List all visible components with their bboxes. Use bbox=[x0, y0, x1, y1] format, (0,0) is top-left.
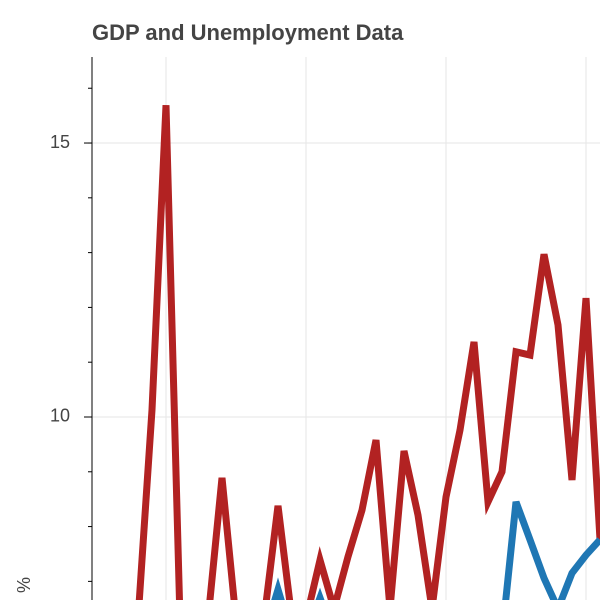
chart-title: GDP and Unemployment Data bbox=[92, 20, 404, 45]
y-ticks: 10 15 bbox=[50, 87, 92, 582]
series-line bbox=[135, 105, 600, 600]
plot-area bbox=[135, 105, 600, 600]
series-line bbox=[271, 500, 600, 600]
y-tick-label: 10 bbox=[50, 406, 70, 426]
y-tick-label: 15 bbox=[50, 132, 70, 152]
y-axis-label: % bbox=[14, 577, 34, 593]
